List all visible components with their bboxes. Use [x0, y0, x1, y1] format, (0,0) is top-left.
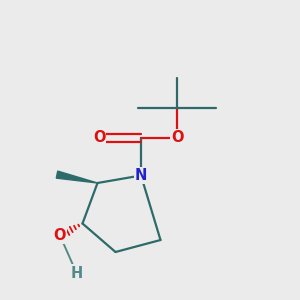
Text: N: N: [135, 168, 147, 183]
Text: O: O: [54, 228, 66, 243]
Text: O: O: [171, 130, 183, 146]
Text: H: H: [70, 266, 83, 280]
Polygon shape: [56, 171, 98, 183]
Text: O: O: [93, 130, 105, 146]
